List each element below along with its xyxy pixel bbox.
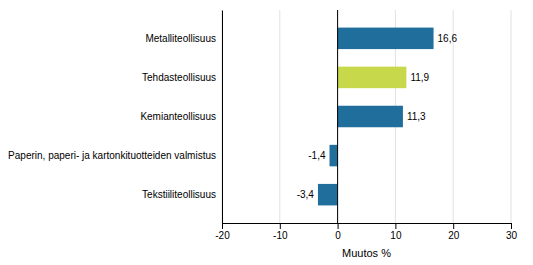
y-tick-label: Paperin, paperi- ja kartonkituotteiden v… [8,150,216,161]
y-tick: Tekstiiliteollisuus [142,189,222,200]
x-tick-label: 20 [448,230,460,241]
y-tick: Kemianteollisuus [140,111,222,122]
y-tick: Tehdasteollisuus [142,72,222,83]
x-tick-mark [338,223,339,229]
x-tick-mark [453,223,454,229]
x-tick-label: -20 [215,230,230,241]
data-label: -3,4 [297,189,315,200]
chart-container: -3,4 -1,4 11,3 11,9 16,6 -20 -10 0 10 20 30 Tekstii… [0,0,533,265]
y-axis: Tekstiiliteollisuus Paperin, paperi- ja k… [8,11,222,224]
x-tick-mark [222,223,223,229]
y-tick: Metalliteollisuus [145,33,222,44]
data-labels: -3,4 -1,4 11,3 11,9 16,6 [297,33,458,200]
chart: -3,4 -1,4 11,3 11,9 16,6 -20 -10 0 10 20 30 Tekstii… [0,0,533,265]
y-axis-line [222,11,223,224]
x-axis-title: Muutos % [342,247,391,259]
x-tick-mark [395,223,396,229]
x-tick-label: 0 [335,230,341,241]
x-tick: 0 [335,223,341,241]
y-tick-label: Kemianteollisuus [140,111,216,122]
x-axis: -20 -10 0 10 20 30 [215,223,517,241]
x-tick: 20 [448,223,460,241]
grid-line [279,10,280,223]
bar [330,145,338,166]
bar [338,106,403,127]
x-tick: -10 [273,223,288,241]
data-label: 11,3 [407,111,426,122]
x-tick: -20 [215,223,230,241]
grid-line [337,10,338,223]
x-tick-label: 10 [390,230,402,241]
grid [222,10,511,223]
x-tick-mark [511,223,512,229]
data-label: -1,4 [308,150,326,161]
y-tick-label: Tekstiiliteollisuus [142,189,216,200]
x-tick-label: -10 [273,230,288,241]
x-axis-line [223,224,512,230]
grid-line [222,10,223,223]
x-tick-mark [280,223,281,229]
plot: -3,4 -1,4 11,3 11,9 16,6 -20 -10 0 10 20 30 Tekstii… [8,10,517,259]
grid-line [511,10,512,223]
data-label: 11,9 [410,72,429,83]
bar [338,28,434,49]
x-tick: 10 [390,223,402,241]
data-label: 16,6 [438,33,458,44]
y-tick-label: Tehdasteollisuus [142,72,216,83]
bars [318,10,434,223]
x-tick: 30 [506,223,518,241]
y-tick-label: Metalliteollisuus [145,33,216,44]
y-tick: Paperin, paperi- ja kartonkituotteiden v… [8,150,222,161]
bar [338,67,407,88]
bar [318,184,338,205]
x-tick-label: 30 [506,230,518,241]
zero-line [337,10,338,223]
